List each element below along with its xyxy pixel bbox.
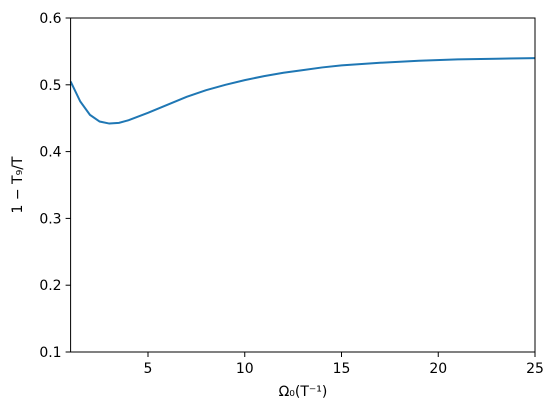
y-tick-label: 0.5 [39,78,61,94]
y-tick-label: 0.6 [39,11,61,27]
x-tick-label: 25 [526,361,544,377]
line-series [69,57,536,125]
x-tick-label: 5 [144,361,153,377]
x-tick-label: 15 [333,361,351,377]
y-tick-label: 0.3 [39,211,61,227]
plot-frame [70,17,536,353]
x-axis-label: Ω₀(T⁻¹) [279,384,328,400]
x-tick-label: 20 [429,361,447,377]
y-tick-label: 0.1 [39,345,61,361]
y-tick-label: 0.4 [39,145,61,161]
y-tick-label: 0.2 [39,278,61,294]
y-axis-label: 1 − T₉/T [10,156,26,213]
x-tick-label: 10 [236,361,254,377]
